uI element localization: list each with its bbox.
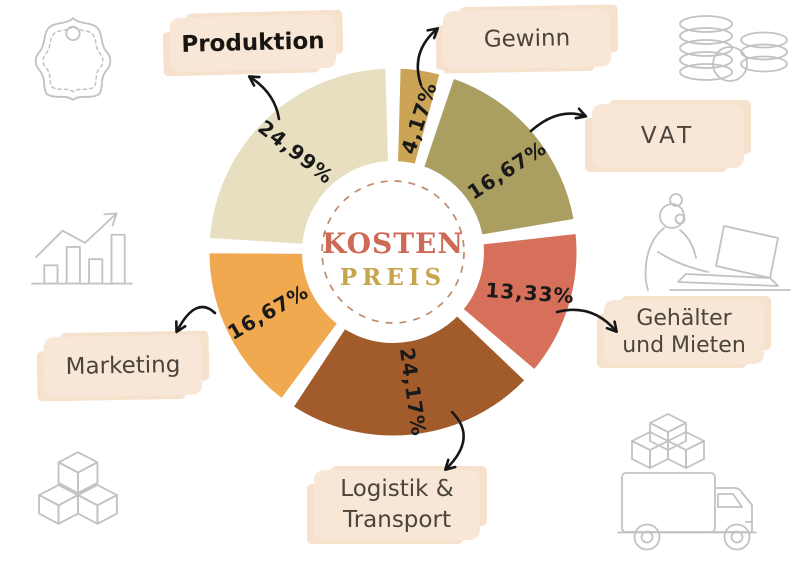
label-gewinn-text: Gewinn: [484, 25, 571, 53]
center-subtitle: PREIS: [340, 264, 446, 291]
label-logistik-transport: Logistik & Transport: [314, 470, 480, 540]
person-laptop-icon: [620, 190, 794, 294]
label-marketing: Marketing: [43, 335, 202, 398]
label-gehaelter-und-mieten: Gehälter und Mieten: [604, 300, 764, 364]
donut-chart: KOSTEN PREIS 4,17%16,67%13,33%24,17%16,6…: [193, 52, 593, 452]
label-vat: VAT: [592, 104, 744, 168]
center-title: KOSTEN: [322, 227, 464, 260]
shipping-boxes-icon: [34, 450, 122, 530]
label-logistik-line1: Logistik &: [340, 474, 453, 505]
infographic-canvas: Produktion Gewinn VAT Gehälter und Miete…: [0, 0, 800, 568]
label-gehaelter-line1: Gehälter: [636, 305, 731, 332]
delivery-truck-icon: [606, 410, 798, 560]
growth-chart-icon: [28, 206, 140, 292]
label-logistik-line2: Transport: [343, 505, 451, 536]
label-vat-text: VAT: [641, 123, 695, 149]
label-marketing-text: Marketing: [65, 352, 180, 380]
label-gehaelter-line2: und Mieten: [622, 332, 746, 359]
leather-hide-icon: [26, 12, 118, 106]
coins-icon: [672, 10, 794, 102]
